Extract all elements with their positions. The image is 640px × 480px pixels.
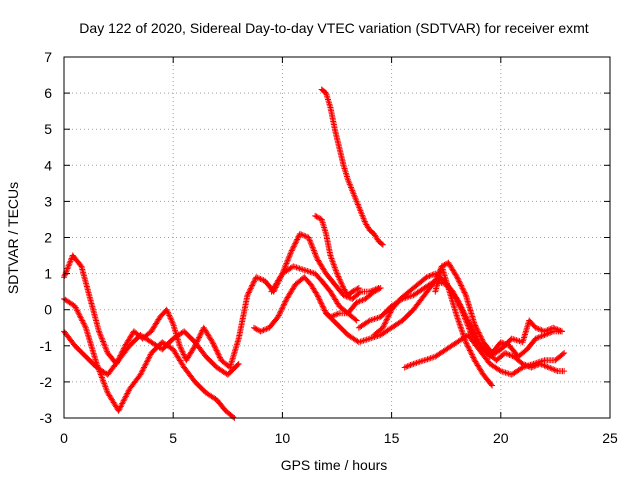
y-tick-label: 4 bbox=[44, 157, 52, 173]
y-tick-label: 6 bbox=[44, 85, 52, 101]
series-track-11 bbox=[401, 331, 568, 378]
data-point-markers bbox=[432, 259, 565, 360]
axis-ticks: 0 5 10 15 20 25 -3 -2 -1 0 1 2 3 4 5 6 7 bbox=[40, 49, 618, 446]
chart-title: Day 122 of 2020, Sidereal Day-to-day VTE… bbox=[79, 20, 588, 36]
x-tick-label: 10 bbox=[275, 430, 291, 446]
y-tick-label: -3 bbox=[40, 410, 53, 426]
series-track-12 bbox=[432, 259, 565, 360]
y-tick-label: 3 bbox=[44, 193, 52, 209]
series-track-6 bbox=[318, 86, 386, 248]
series-track-5 bbox=[268, 263, 360, 324]
y-tick-label: -2 bbox=[40, 374, 53, 390]
data-point-markers bbox=[318, 86, 386, 248]
data-points bbox=[61, 86, 568, 421]
data-point-markers bbox=[312, 212, 362, 299]
y-tick-label: -1 bbox=[40, 338, 53, 354]
data-point-markers bbox=[401, 331, 568, 378]
y-tick-label: 5 bbox=[44, 121, 52, 137]
y-tick-label: 7 bbox=[44, 49, 52, 65]
x-axis-label: GPS time / hours bbox=[281, 457, 388, 473]
y-tick-label: 1 bbox=[44, 266, 52, 282]
y-axis-label: SDTVAR / TECUs bbox=[5, 182, 21, 294]
x-tick-label: 20 bbox=[493, 430, 509, 446]
y-tick-label: 2 bbox=[44, 230, 52, 246]
x-tick-label: 25 bbox=[602, 430, 618, 446]
x-tick-label: 0 bbox=[60, 430, 68, 446]
y-tick-label: 0 bbox=[44, 302, 52, 318]
data-point-markers bbox=[268, 263, 360, 324]
x-tick-label: 15 bbox=[384, 430, 400, 446]
series-track-7 bbox=[312, 212, 362, 299]
x-tick-label: 5 bbox=[169, 430, 177, 446]
